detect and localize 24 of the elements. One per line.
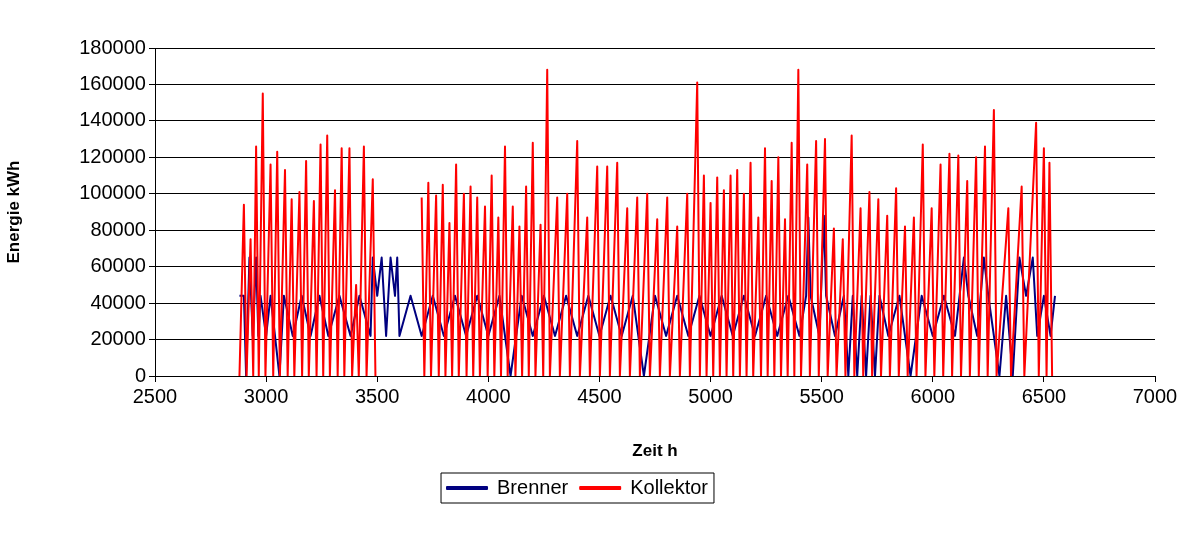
- x-tick-label: 7000: [1132, 384, 1178, 407]
- y-tick-label: 80000: [90, 217, 146, 240]
- y-axis-title: Energie kWh: [3, 160, 23, 264]
- x-tick-label: 4000: [466, 384, 511, 407]
- y-tick-label: 120000: [79, 144, 146, 167]
- x-axis-title: Zeit h: [632, 441, 678, 461]
- x-tick-label: 6000: [910, 384, 956, 407]
- y-tick-label: 100000: [79, 181, 146, 204]
- x-tick-label: 5500: [799, 384, 844, 407]
- x-tick-label: 5000: [688, 384, 733, 407]
- y-tick-label: 0: [134, 363, 146, 386]
- y-tick-label: 60000: [90, 254, 146, 277]
- x-tick-label: 3000: [243, 384, 289, 407]
- x-tick-label: 6500: [1021, 384, 1067, 407]
- x-tick-label: 3500: [354, 384, 400, 407]
- y-tick-label: 140000: [79, 108, 146, 131]
- y-tick-label: 160000: [79, 71, 146, 94]
- y-tick-label: 180000: [79, 35, 146, 58]
- legend-label: Brenner: [497, 475, 569, 498]
- legend-label: Kollektor: [630, 475, 709, 498]
- x-tick-label: 4500: [577, 384, 622, 407]
- x-tick-label: 2500: [132, 384, 178, 407]
- y-tick-label: 20000: [90, 327, 146, 350]
- y-tick-label: 40000: [90, 290, 146, 313]
